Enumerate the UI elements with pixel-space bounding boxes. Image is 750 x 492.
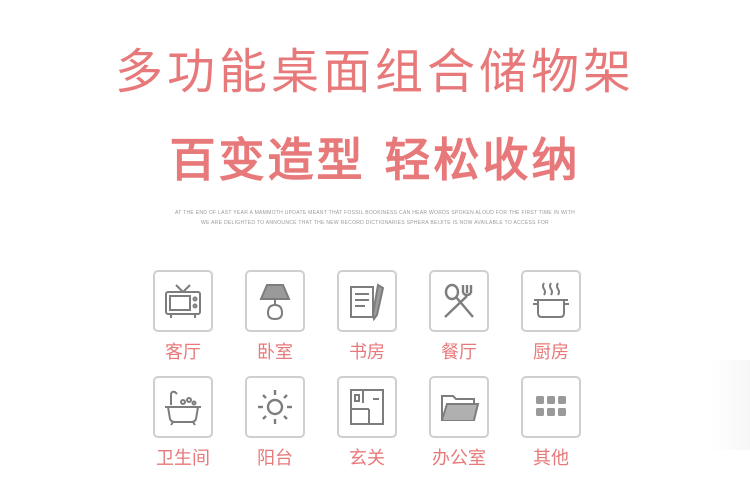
room-item-office[interactable]: 办公室 [422, 374, 492, 474]
floorplan-icon [350, 389, 384, 425]
edge-highlight [710, 360, 750, 450]
room-label: 厨房 [533, 342, 569, 363]
room-icon-box [429, 270, 489, 332]
folder-icon [441, 395, 480, 421]
bathtub-icon [165, 390, 201, 426]
room-label: 书房 [349, 342, 385, 363]
room-label: 玄关 [349, 448, 385, 469]
room-icon-box [337, 270, 397, 332]
room-item-bedroom[interactable]: 卧室 [238, 268, 308, 368]
room-icon-box [245, 270, 305, 332]
room-icon-box [337, 376, 397, 438]
room-item-entrance[interactable]: 玄关 [330, 374, 400, 474]
fine-print-line-2: WE ARE DELIGHTED TO ANNOUNCE THAT THE NE… [201, 220, 549, 226]
room-item-bathroom[interactable]: 卫生间 [146, 374, 216, 474]
room-item-dining[interactable]: 餐厅 [422, 268, 492, 368]
fine-print-line-1: AT THE END OF LAST YEAR A MAMMOTH UPDATE… [174, 210, 575, 216]
fork-spoon-icon [444, 283, 474, 318]
room-item-other[interactable]: 其他 [514, 374, 584, 474]
room-label: 卫生间 [156, 448, 210, 469]
room-label: 阳台 [257, 448, 293, 469]
room-icon-box [429, 376, 489, 438]
room-icon-box [153, 376, 213, 438]
room-icon-grid: 客厅 卧室 书房 [146, 268, 596, 478]
room-icon-box [521, 376, 581, 438]
room-label: 餐厅 [441, 342, 477, 363]
page-title: 多功能桌面组合储物架 [114, 44, 635, 100]
room-icon-box [521, 270, 581, 332]
room-icon-box [245, 376, 305, 438]
room-item-balcony[interactable]: 阳台 [238, 374, 308, 474]
room-item-kitchen[interactable]: 厨房 [514, 268, 584, 368]
tv-icon [165, 284, 201, 318]
document-pen-icon [350, 283, 385, 322]
cooking-pot-icon [533, 282, 569, 318]
room-icon-box [153, 270, 213, 332]
grid-icon [536, 396, 566, 416]
room-label: 卧室 [257, 342, 293, 363]
room-label: 客厅 [165, 342, 201, 363]
room-item-study[interactable]: 书房 [330, 268, 400, 368]
page-subtitle: 百变造型 轻松收纳 [169, 133, 581, 187]
room-label: 其他 [533, 448, 569, 469]
lamp-icon [259, 284, 291, 321]
room-label: 办公室 [432, 448, 486, 469]
room-item-living-room[interactable]: 客厅 [146, 268, 216, 368]
sun-icon [258, 390, 292, 424]
